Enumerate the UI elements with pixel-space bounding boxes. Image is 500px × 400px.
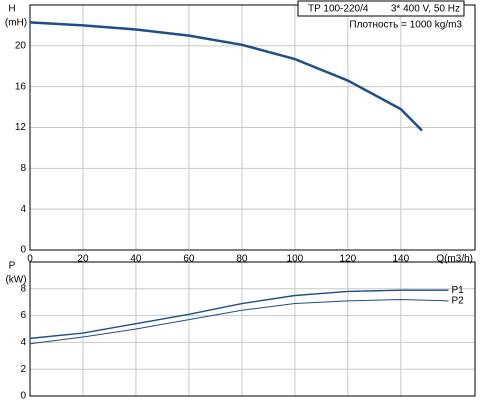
y-tick-label: 4 xyxy=(20,337,26,348)
series-line xyxy=(29,21,423,132)
y-tick-label: 8 xyxy=(20,163,26,174)
series-label: P2 xyxy=(452,296,465,307)
annotation: Плотность = 1000 kg/m3 xyxy=(349,20,462,31)
y-tick-label: 6 xyxy=(20,310,26,321)
y-tick-label: 20 xyxy=(15,40,27,51)
header-subtitle: 3* 400 V, 50 Hz xyxy=(391,4,460,15)
x-tick-label: 0 xyxy=(27,254,33,265)
series-label: P1 xyxy=(452,285,465,296)
series-line xyxy=(29,289,449,340)
y-tick-label: 0 xyxy=(20,391,26,400)
y-axis-label: H xyxy=(8,4,15,15)
y-tick-label: 8 xyxy=(20,283,26,294)
x-tick-label: 100 xyxy=(287,254,304,265)
plot-frame xyxy=(29,4,476,251)
y-tick-label: 12 xyxy=(15,122,27,133)
x-tick-label: 120 xyxy=(340,254,357,265)
y-tick-label: 16 xyxy=(15,81,27,92)
y-tick-label: 2 xyxy=(20,364,26,375)
y-tick-label: 4 xyxy=(20,204,26,215)
x-tick-label: 140 xyxy=(392,254,409,265)
y-axis-unit: (mH) xyxy=(5,18,27,29)
x-tick-label: 20 xyxy=(77,254,89,265)
header-title: TP 100-220/4 xyxy=(308,4,369,15)
series-line xyxy=(29,299,449,345)
plot-frame xyxy=(29,261,476,397)
y-axis-unit: (kW) xyxy=(5,275,26,286)
y-axis-label: P xyxy=(9,261,16,272)
x-axis-label: Q(m3/h) xyxy=(436,254,473,265)
header-box xyxy=(297,0,465,17)
x-tick-label: 40 xyxy=(130,254,142,265)
x-tick-label: 60 xyxy=(183,254,195,265)
y-tick-label: 0 xyxy=(20,245,26,256)
x-tick-label: 80 xyxy=(236,254,248,265)
